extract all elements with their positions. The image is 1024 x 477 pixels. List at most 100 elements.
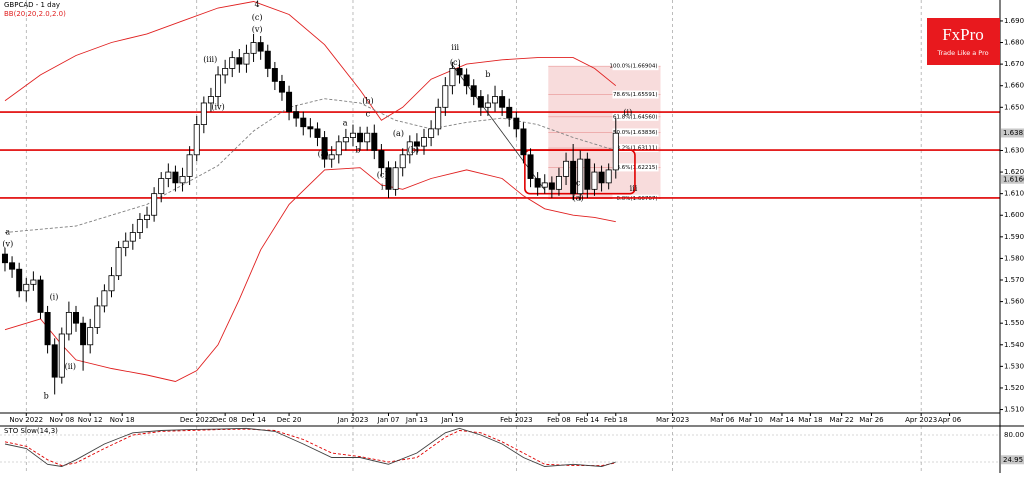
candle-body	[257, 42, 264, 52]
candle-body	[492, 96, 499, 104]
stochastic-title: STO Slow(14,3)	[4, 427, 58, 435]
plot-area: 100.0%(1.66904) 78.6%(1.65591) 61.8%(1.645…	[0, 0, 1000, 413]
y-tick-label: 1.67000	[1004, 60, 1024, 68]
candle-body	[222, 68, 229, 76]
wave-label: i	[381, 183, 384, 192]
candle-body	[23, 283, 30, 292]
candle-body	[563, 160, 570, 177]
y-tick-label: 1.51000	[1004, 406, 1024, 414]
candle-body	[307, 126, 314, 130]
price-label: 1.63810	[1003, 129, 1024, 137]
candle-body	[236, 57, 243, 65]
x-tick-label: Mar 2023	[656, 416, 689, 424]
candle-body	[200, 102, 207, 125]
candle-body	[470, 85, 477, 97]
x-tick-label: Nov 08	[49, 416, 74, 424]
candle-body	[80, 322, 87, 346]
wave-label: iii	[630, 184, 638, 193]
candle-body	[499, 96, 506, 108]
x-tick-label: Feb 18	[604, 416, 628, 424]
y-tick-label: 1.59000	[1004, 233, 1024, 241]
x-tick-label: Feb 08	[547, 416, 571, 424]
logo-name: FxPro	[942, 25, 984, 44]
candle-body	[399, 154, 406, 169]
candle-body	[484, 102, 491, 108]
x-tick-label: Mar 14	[770, 416, 795, 424]
candle-body	[435, 106, 442, 130]
candle-body	[243, 52, 250, 65]
wave-label: (v)	[252, 25, 263, 34]
candle-body	[44, 311, 51, 346]
candle-body	[94, 305, 101, 328]
candle-body	[172, 171, 179, 184]
candle-body	[513, 117, 520, 130]
candle-body	[186, 154, 193, 177]
wave-label: (iii)	[203, 55, 217, 64]
y-tick-label: 1.69000	[1004, 17, 1024, 25]
x-tick-label: Mar 26	[859, 416, 884, 424]
stochastic-area	[0, 426, 1000, 472]
candle-body	[37, 279, 44, 313]
candle-body	[87, 327, 94, 346]
candle-body	[215, 74, 222, 97]
wave-label: (b)	[408, 146, 419, 155]
candle-body	[72, 311, 79, 324]
candle-body	[385, 167, 392, 190]
wave-label: (i)	[623, 108, 632, 117]
price-label-bg	[1001, 174, 1024, 184]
fibonacci-label: 61.8%(1.64560)	[613, 114, 658, 120]
x-tick-label: Feb 2023	[500, 416, 532, 424]
candle-body	[357, 132, 364, 143]
fibonacci-label: 50.0%(1.63836)	[613, 130, 658, 136]
candle-body	[378, 150, 385, 169]
candle-body	[129, 232, 136, 242]
fibonacci-label-bg	[612, 144, 659, 153]
candle-body	[314, 128, 321, 138]
y-tick-label: 1.56000	[1004, 298, 1024, 306]
candle-body	[449, 68, 456, 87]
candle-body	[555, 175, 562, 190]
candle-body	[392, 167, 399, 190]
fibonacci-label: 38.2%(1.63111)	[613, 146, 658, 152]
candle-body	[364, 132, 371, 143]
logo-tagline: Trade Like a Pro	[936, 49, 988, 57]
logo	[927, 18, 1000, 65]
candle-body	[65, 311, 72, 335]
candle-body	[108, 275, 115, 292]
y-tick-label: 1.66000	[1004, 82, 1024, 90]
candle-body	[136, 219, 143, 233]
x-tick-label: Nov 18	[110, 416, 135, 424]
y-tick-label: 1.58000	[1004, 254, 1024, 262]
candle-body	[165, 171, 172, 179]
candle-body	[321, 137, 328, 160]
stochastic-signal	[4, 428, 616, 467]
candle-body	[286, 91, 293, 113]
x-tick-label: Dec 08	[213, 416, 238, 424]
wave-label: 4	[255, 0, 260, 9]
wave-label: (b)	[362, 97, 373, 106]
x-tick-label: Apr 2023	[905, 416, 937, 424]
candle-body	[463, 74, 470, 87]
candle-body	[179, 175, 186, 184]
x-tick-label: Jan 2023	[337, 416, 369, 424]
candle-body	[16, 268, 23, 292]
x-tick-label: Jan 07	[377, 416, 400, 424]
x-tick-label: Apr 06	[938, 416, 962, 424]
candle-body	[300, 117, 307, 128]
bollinger-upper	[4, 1, 617, 121]
candle-body	[293, 111, 300, 119]
y-tick-label: 1.63000	[1004, 146, 1024, 154]
candle-body	[271, 68, 278, 82]
bollinger-middle	[4, 98, 616, 233]
candle-body	[406, 141, 413, 156]
y-tick-label: 1.60000	[1004, 211, 1024, 219]
price-label-bg	[1001, 128, 1024, 138]
candle-body	[278, 80, 285, 93]
candle-body	[612, 132, 619, 171]
wave-label: b	[485, 70, 490, 79]
candle-body	[598, 171, 605, 184]
candle-body	[428, 128, 435, 138]
wave-label: (c)	[377, 171, 388, 180]
x-tick-label: Dec 2022	[180, 416, 214, 424]
